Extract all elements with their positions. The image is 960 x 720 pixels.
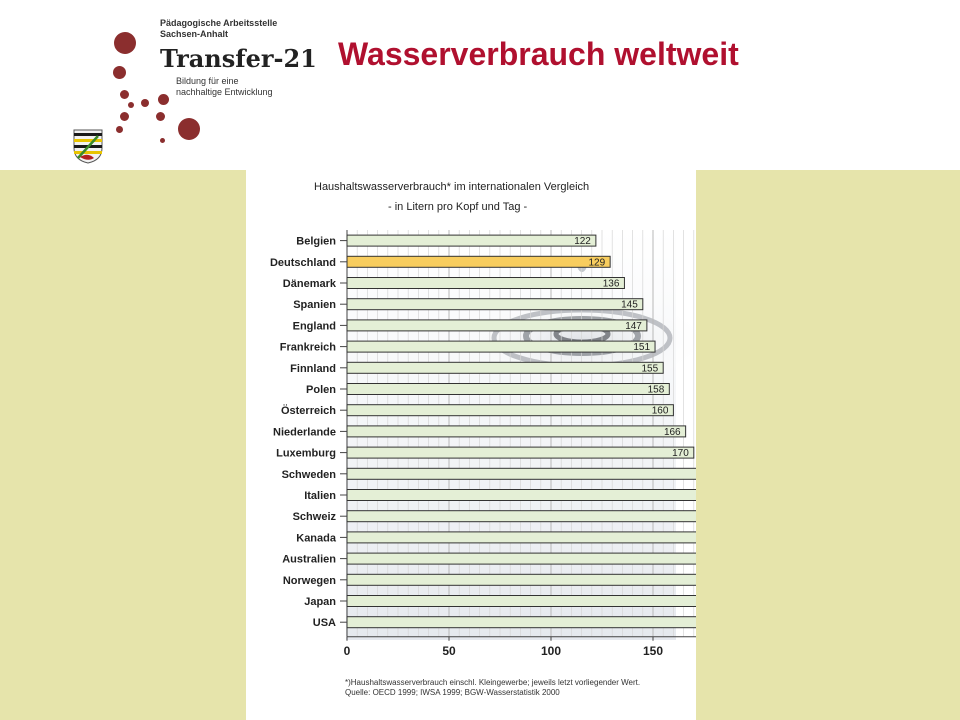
category-label: Kanada xyxy=(296,532,337,544)
category-label: Spanien xyxy=(293,299,336,311)
bar-value-label: 155 xyxy=(642,363,659,374)
logo-dot xyxy=(120,90,129,99)
bar-value-label: 147 xyxy=(625,321,642,332)
right-side-panel xyxy=(696,170,960,720)
logo-dot xyxy=(116,126,123,133)
x-axis: 050100150200250300 xyxy=(344,636,663,658)
logo-dot xyxy=(160,138,165,143)
bars: 1221291361451471511551581601661701882132… xyxy=(346,234,696,629)
page-title: Wasserverbrauch weltweit xyxy=(338,36,739,72)
bar xyxy=(346,573,696,586)
bar xyxy=(346,510,696,523)
bar xyxy=(346,489,696,501)
logo-dot xyxy=(178,118,200,140)
category-label: Belgien xyxy=(296,236,336,248)
logo-dot xyxy=(113,66,126,79)
x-tick-label: 100 xyxy=(541,644,561,658)
bar-value-label: 160 xyxy=(652,406,669,417)
category-label: Österreich xyxy=(281,404,336,417)
logo-brand: Transfer-21 xyxy=(160,44,317,73)
category-label: Niederlande xyxy=(273,426,336,438)
bar xyxy=(346,595,696,607)
bar xyxy=(346,425,687,438)
logo-tagline-line2: nachhaltige Entwicklung xyxy=(176,87,273,97)
bar xyxy=(346,446,695,459)
bar-value-label: 122 xyxy=(574,236,591,247)
bar xyxy=(346,277,625,289)
bar-value-label: 136 xyxy=(603,279,620,290)
category-label: Italien xyxy=(304,490,336,502)
bar-value-label: 145 xyxy=(621,300,638,311)
bar xyxy=(346,531,696,544)
bar-value-label: 166 xyxy=(664,427,681,438)
bar-value-label: 129 xyxy=(588,257,605,268)
logo-dot xyxy=(158,94,169,105)
x-tick-label: 150 xyxy=(643,644,663,658)
category-label: USA xyxy=(313,617,336,629)
category-label: Frankreich xyxy=(280,342,337,354)
bar xyxy=(346,616,696,629)
category-label: Deutschland xyxy=(270,257,336,269)
logo-dot xyxy=(120,112,129,121)
category-label: Luxemburg xyxy=(276,448,336,460)
bar-value-label: 158 xyxy=(648,385,665,396)
category-label: Dänemark xyxy=(283,278,337,290)
chart-subtitle: - in Litern pro Kopf und Tag - xyxy=(388,201,528,213)
logo-tagline-line1: Bildung für eine xyxy=(176,76,239,86)
bar-chart: Haushaltswasserverbrauch* im internation… xyxy=(270,181,696,697)
category-label: Finnland xyxy=(290,363,336,375)
chart-panel: Haushaltswasserverbrauch* im internation… xyxy=(246,170,696,720)
x-tick-label: 50 xyxy=(442,644,456,658)
bar xyxy=(346,361,664,374)
bar xyxy=(346,255,611,268)
left-side-panel xyxy=(0,170,246,720)
coat-of-arms-icon xyxy=(73,129,103,164)
category-labels: Belgien Deutschland Dänemark Spanien England… xyxy=(270,236,347,629)
chart-title: Haushaltswasserverbrauch* im internation… xyxy=(314,181,589,193)
category-label: Schweiz xyxy=(293,511,337,523)
bar xyxy=(346,404,674,417)
bar-value-label: 170 xyxy=(672,448,689,459)
category-label: England xyxy=(293,320,336,332)
category-label: Norwegen xyxy=(283,575,336,587)
category-label: Australien xyxy=(282,554,336,566)
bar xyxy=(346,234,597,247)
bar xyxy=(346,383,670,395)
bar xyxy=(346,319,648,332)
bar-value-label: 151 xyxy=(633,342,650,353)
category-label: Schweden xyxy=(282,469,337,481)
footnote: *)Haushaltswasserverbrauch einschl. Klei… xyxy=(345,678,640,687)
logo-org-line2: Sachsen-Anhalt xyxy=(160,29,229,39)
bar xyxy=(346,340,656,353)
bar xyxy=(346,552,696,565)
logo-dot xyxy=(141,99,149,107)
category-label: Japan xyxy=(304,596,336,608)
source-note: Quelle: OECD 1999; IWSA 1999; BGW-Wasser… xyxy=(345,688,560,697)
logo-dot xyxy=(114,32,136,54)
x-tick-label: 0 xyxy=(344,644,351,658)
category-label: Polen xyxy=(306,384,336,396)
bar xyxy=(346,467,696,480)
logo-dot xyxy=(156,112,165,121)
logo-dot xyxy=(128,102,134,108)
bar xyxy=(346,298,644,311)
logo-org-line1: Pädagogische Arbeitsstelle xyxy=(160,18,278,28)
